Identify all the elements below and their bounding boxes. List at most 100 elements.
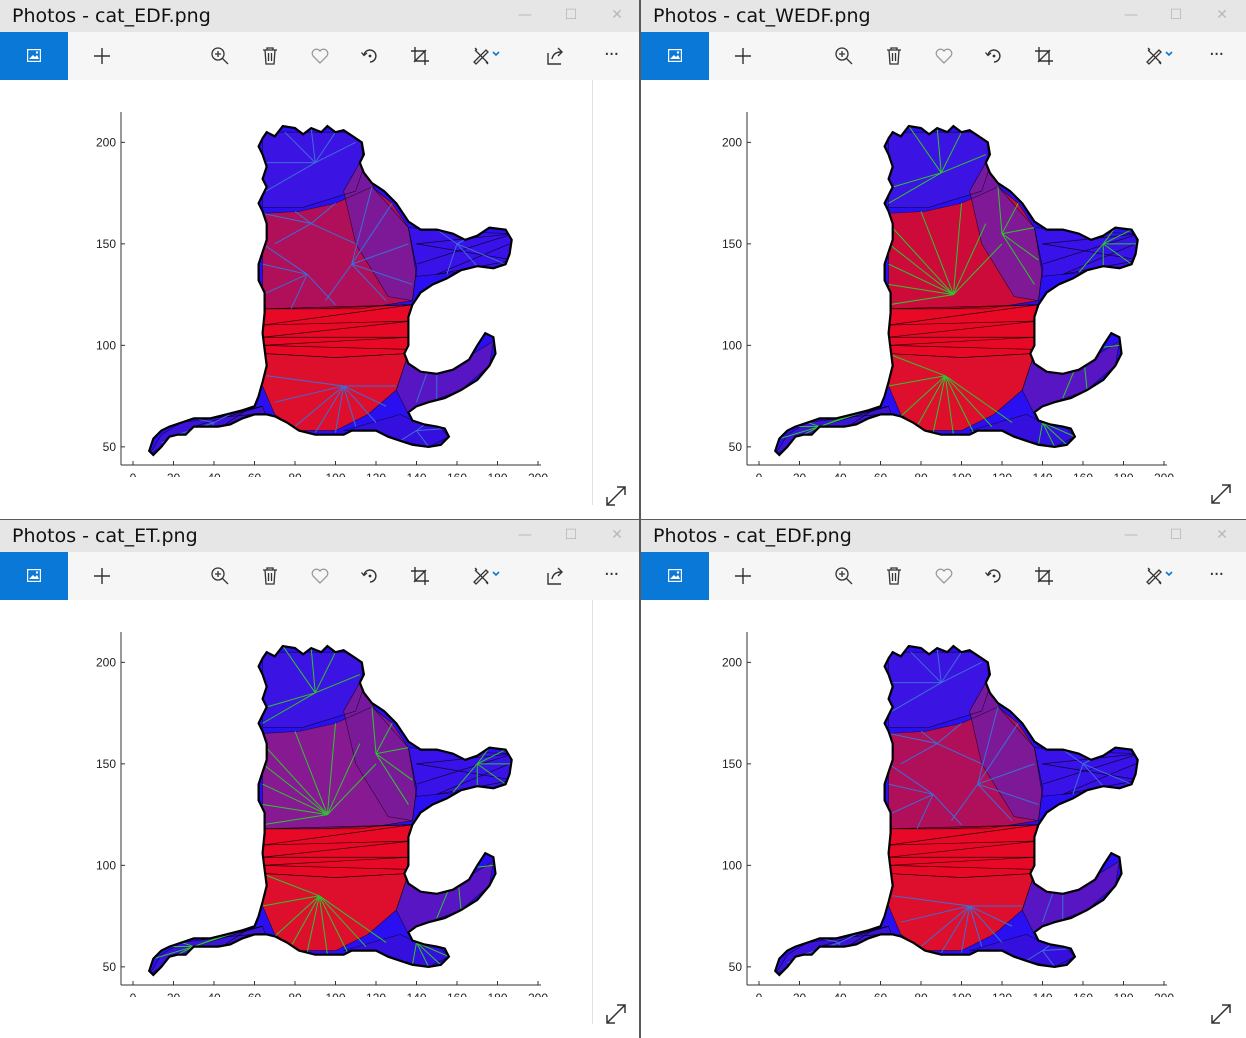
image-viewer[interactable]: 0 20 40 60 80 100 120 140 160 180 200 200 150 100 50: [0, 80, 639, 519]
rotate-button[interactable]: [356, 42, 384, 70]
mesh-region: [888, 824, 1039, 878]
title-bar[interactable]: Photos - cat_WEDF.png — ☐ ✕: [641, 0, 1246, 32]
favorite-button[interactable]: [306, 562, 334, 590]
crop-button[interactable]: [1030, 562, 1058, 590]
zoom-in-button[interactable]: [830, 42, 858, 70]
close-button[interactable]: ✕: [611, 7, 623, 23]
y-tick-label: 50: [103, 440, 117, 454]
full-screen-button[interactable]: [1210, 1003, 1232, 1025]
plot-figure: 0 20 40 60 80 100 120 140 160 180 200 200 150 100 50: [96, 112, 548, 477]
close-button[interactable]: ✕: [611, 527, 623, 543]
edit-draw-button[interactable]: [1141, 562, 1173, 590]
skeleton-edge: [310, 128, 316, 163]
crop-button[interactable]: [406, 42, 434, 70]
plot-figure: 0 20 40 60 80 100 120 140 160 180 200 200 150 100 50: [96, 632, 548, 997]
scrollbar-track[interactable]: [592, 600, 593, 1024]
skeleton-edge: [290, 895, 320, 947]
mesh-edge: [888, 873, 962, 878]
maximize-button[interactable]: ☐: [564, 7, 578, 23]
title-bar[interactable]: Photos - cat_EDF.png — ☐ ✕: [0, 0, 639, 32]
mesh-edge: [1021, 389, 1035, 415]
skeleton-edge: [351, 202, 393, 265]
skeleton-edge: [274, 895, 320, 937]
delete-button[interactable]: [880, 42, 908, 70]
see-all-photos-button[interactable]: [641, 552, 709, 600]
close-button[interactable]: ✕: [1216, 7, 1228, 23]
full-screen-button[interactable]: [605, 485, 627, 507]
add-button[interactable]: [88, 562, 116, 590]
delete-button[interactable]: [256, 562, 284, 590]
rotate-button[interactable]: [980, 562, 1008, 590]
delete-button[interactable]: [256, 42, 284, 70]
skeleton-edge: [920, 905, 970, 947]
minimize-button[interactable]: —: [1124, 7, 1138, 23]
mesh-edge: [961, 414, 995, 431]
rotate-button[interactable]: [356, 562, 384, 590]
zoom-in-icon: [835, 47, 853, 65]
add-button[interactable]: [88, 42, 116, 70]
crop-button[interactable]: [1030, 42, 1058, 70]
mesh-edge: [993, 389, 1023, 415]
delete-button[interactable]: [880, 562, 908, 590]
crop-button[interactable]: [406, 562, 434, 590]
skeleton-edge: [1072, 763, 1084, 795]
close-button[interactable]: ✕: [1216, 527, 1228, 543]
more-button[interactable]: ···: [602, 562, 630, 590]
image-viewer[interactable]: 0 20 40 60 80 100 120 140 160 180 200 200 150 100 50: [641, 80, 1246, 519]
maximize-button[interactable]: ☐: [564, 527, 578, 543]
see-all-photos-button[interactable]: [0, 552, 68, 600]
cat-outline: [147, 124, 513, 457]
edit-draw-button[interactable]: [468, 562, 500, 590]
zoom-in-button[interactable]: [206, 562, 234, 590]
skeleton-edge: [416, 424, 425, 432]
skeleton-edge: [262, 763, 328, 815]
skeleton-edge: [888, 793, 934, 816]
skeleton-edge: [916, 375, 946, 427]
skeleton-edge: [326, 723, 336, 815]
mesh-edge: [872, 925, 889, 931]
mesh-edge: [473, 861, 494, 874]
more-button[interactable]: ···: [1207, 562, 1235, 590]
skeleton-edge: [839, 933, 857, 943]
share-button[interactable]: [542, 562, 570, 590]
skeleton-edge: [1042, 944, 1051, 952]
title-bar[interactable]: Photos - cat_ET.png — ☐ ✕: [0, 520, 639, 552]
zoom-in-button[interactable]: [830, 562, 858, 590]
minimize-button[interactable]: —: [518, 527, 532, 543]
maximize-button[interactable]: ☐: [1169, 7, 1183, 23]
image-viewer[interactable]: 0 20 40 60 80 100 120 140 160 180 200 200 150 100 50: [641, 600, 1246, 1038]
add-button[interactable]: [729, 562, 757, 590]
x-tick-label: 0: [756, 471, 763, 477]
add-button[interactable]: [729, 42, 757, 70]
window-title: Photos - cat_EDF.png: [653, 525, 852, 547]
more-button[interactable]: ···: [602, 42, 630, 70]
rotate-button[interactable]: [980, 42, 1008, 70]
zoom-in-button[interactable]: [206, 42, 234, 70]
edit-draw-button[interactable]: [468, 42, 500, 70]
mesh-edge: [1042, 753, 1138, 785]
full-screen-button[interactable]: [1210, 483, 1232, 505]
edit-draw-icon: [1146, 47, 1173, 65]
x-tick-label: 60: [874, 471, 888, 477]
mesh-edge: [888, 840, 1039, 846]
see-all-photos-button[interactable]: [641, 32, 709, 80]
more-button[interactable]: ···: [1207, 42, 1235, 70]
photos-window-2: Photos - cat_WEDF.png — ☐ ✕ ··· 0 20 40 60 8…: [641, 0, 1246, 519]
share-button[interactable]: [542, 42, 570, 70]
minimize-button[interactable]: —: [518, 7, 532, 23]
image-viewer[interactable]: 0 20 40 60 80 100 120 140 160 180 200 200 150 100 50: [0, 600, 639, 1038]
title-bar[interactable]: Photos - cat_EDF.png — ☐ ✕: [641, 520, 1246, 552]
edit-draw-button[interactable]: [1141, 42, 1173, 70]
see-all-photos-button[interactable]: [0, 32, 68, 80]
skeleton-edge: [456, 243, 478, 267]
favorite-button[interactable]: [306, 42, 334, 70]
minimize-button[interactable]: —: [1124, 527, 1138, 543]
scrollbar-track[interactable]: [592, 80, 593, 505]
favorite-button[interactable]: [930, 42, 958, 70]
favorite-button[interactable]: [930, 562, 958, 590]
mesh-region: [262, 824, 413, 878]
cat-mesh: [149, 646, 512, 975]
mesh-edge: [388, 816, 413, 821]
maximize-button[interactable]: ☐: [1169, 527, 1183, 543]
full-screen-button[interactable]: [605, 1003, 627, 1025]
